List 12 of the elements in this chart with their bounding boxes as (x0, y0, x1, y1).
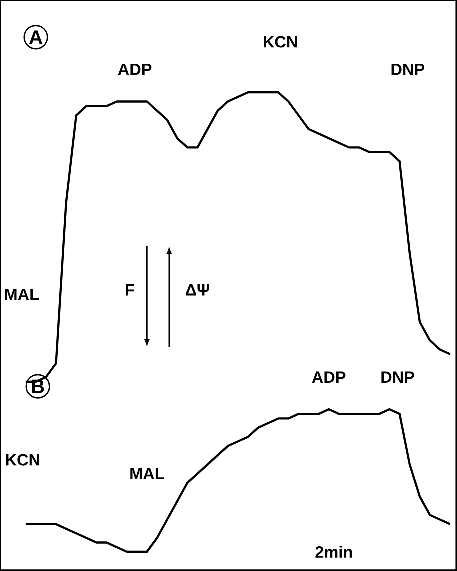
annotation: DNP (382, 372, 414, 383)
annotation: F (126, 284, 134, 296)
annotation: 2min (316, 546, 352, 558)
text: ADP (118, 64, 152, 76)
annotation: MAL (5, 289, 39, 300)
text: DNP (392, 64, 424, 76)
annotation: ADP (312, 372, 346, 383)
annotation: KCN (6, 454, 40, 466)
text: A (29, 30, 43, 44)
text: KCN (264, 36, 298, 48)
annotation: MAL (130, 468, 164, 480)
annotation: ΔΨ (186, 284, 210, 296)
